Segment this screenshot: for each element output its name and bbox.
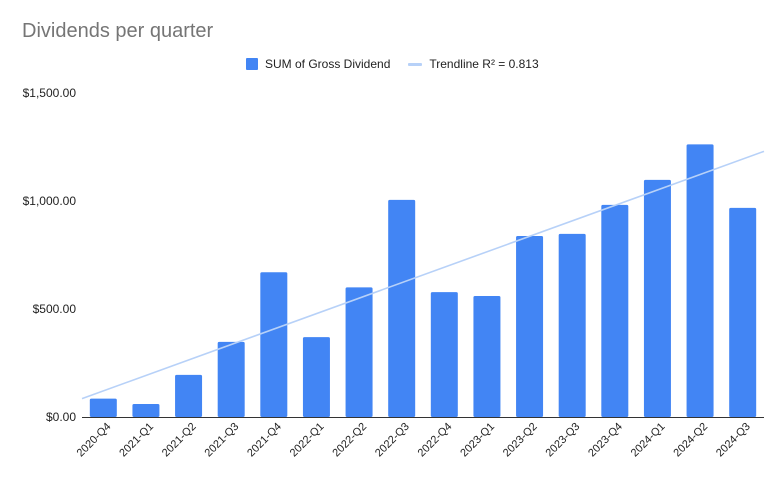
y-tick-label: $0.00 (46, 410, 76, 424)
chart-legend: SUM of Gross Dividend Trendline R² = 0.8… (246, 56, 557, 72)
x-tick-label: 2022-Q3 (373, 421, 412, 460)
x-tick-label: 2021-Q1 (117, 421, 156, 460)
bar[interactable] (175, 374, 203, 417)
trendline (81, 150, 765, 400)
bar[interactable] (558, 233, 586, 417)
bar[interactable] (217, 341, 245, 417)
x-tick-label: 2021-Q4 (245, 421, 284, 460)
legend-label-bars: SUM of Gross Dividend (265, 57, 391, 71)
legend-label-trendline: Trendline R² = 0.813 (429, 57, 539, 71)
bar[interactable] (89, 398, 117, 417)
bar[interactable] (302, 337, 330, 417)
x-tick-label: 2023-Q2 (501, 421, 540, 460)
x-tick-label: 2021-Q2 (160, 421, 199, 460)
x-tick-label: 2024-Q3 (714, 421, 753, 460)
bar[interactable] (516, 235, 544, 417)
x-tick-label: 2023-Q1 (458, 421, 497, 460)
x-tick-label: 2022-Q1 (288, 421, 327, 460)
x-tick-label: 2023-Q4 (586, 421, 625, 460)
y-tick-label: $500.00 (33, 302, 77, 316)
x-tick-label: 2023-Q3 (544, 421, 583, 460)
bar[interactable] (132, 404, 160, 417)
bar[interactable] (601, 204, 629, 417)
x-tick-label: 2022-Q4 (416, 421, 455, 460)
legend-bar-swatch (246, 58, 258, 70)
bar[interactable] (388, 199, 416, 417)
y-tick-label: $1,000.00 (23, 194, 77, 208)
bar[interactable] (729, 207, 757, 417)
x-tick-label: 2022-Q2 (330, 421, 369, 460)
legend-line-swatch (408, 62, 423, 66)
bar[interactable] (430, 292, 458, 417)
bar[interactable] (686, 144, 714, 417)
bar[interactable] (260, 272, 288, 417)
bar[interactable] (345, 287, 373, 417)
bar[interactable] (473, 296, 501, 417)
x-tick-label: 2024-Q2 (671, 421, 710, 460)
bar[interactable] (643, 179, 671, 417)
y-tick-label: $1,500.00 (23, 86, 77, 100)
x-tick-label: 2021-Q3 (203, 421, 242, 460)
chart-title: Dividends per quarter (22, 20, 214, 42)
x-tick-label: 2020-Q4 (75, 421, 114, 460)
legend-item-bars[interactable]: SUM of Gross Dividend (246, 57, 390, 71)
x-tick-label: 2024-Q1 (629, 421, 668, 460)
legend-item-trendline[interactable]: Trendline R² = 0.813 (408, 57, 539, 71)
